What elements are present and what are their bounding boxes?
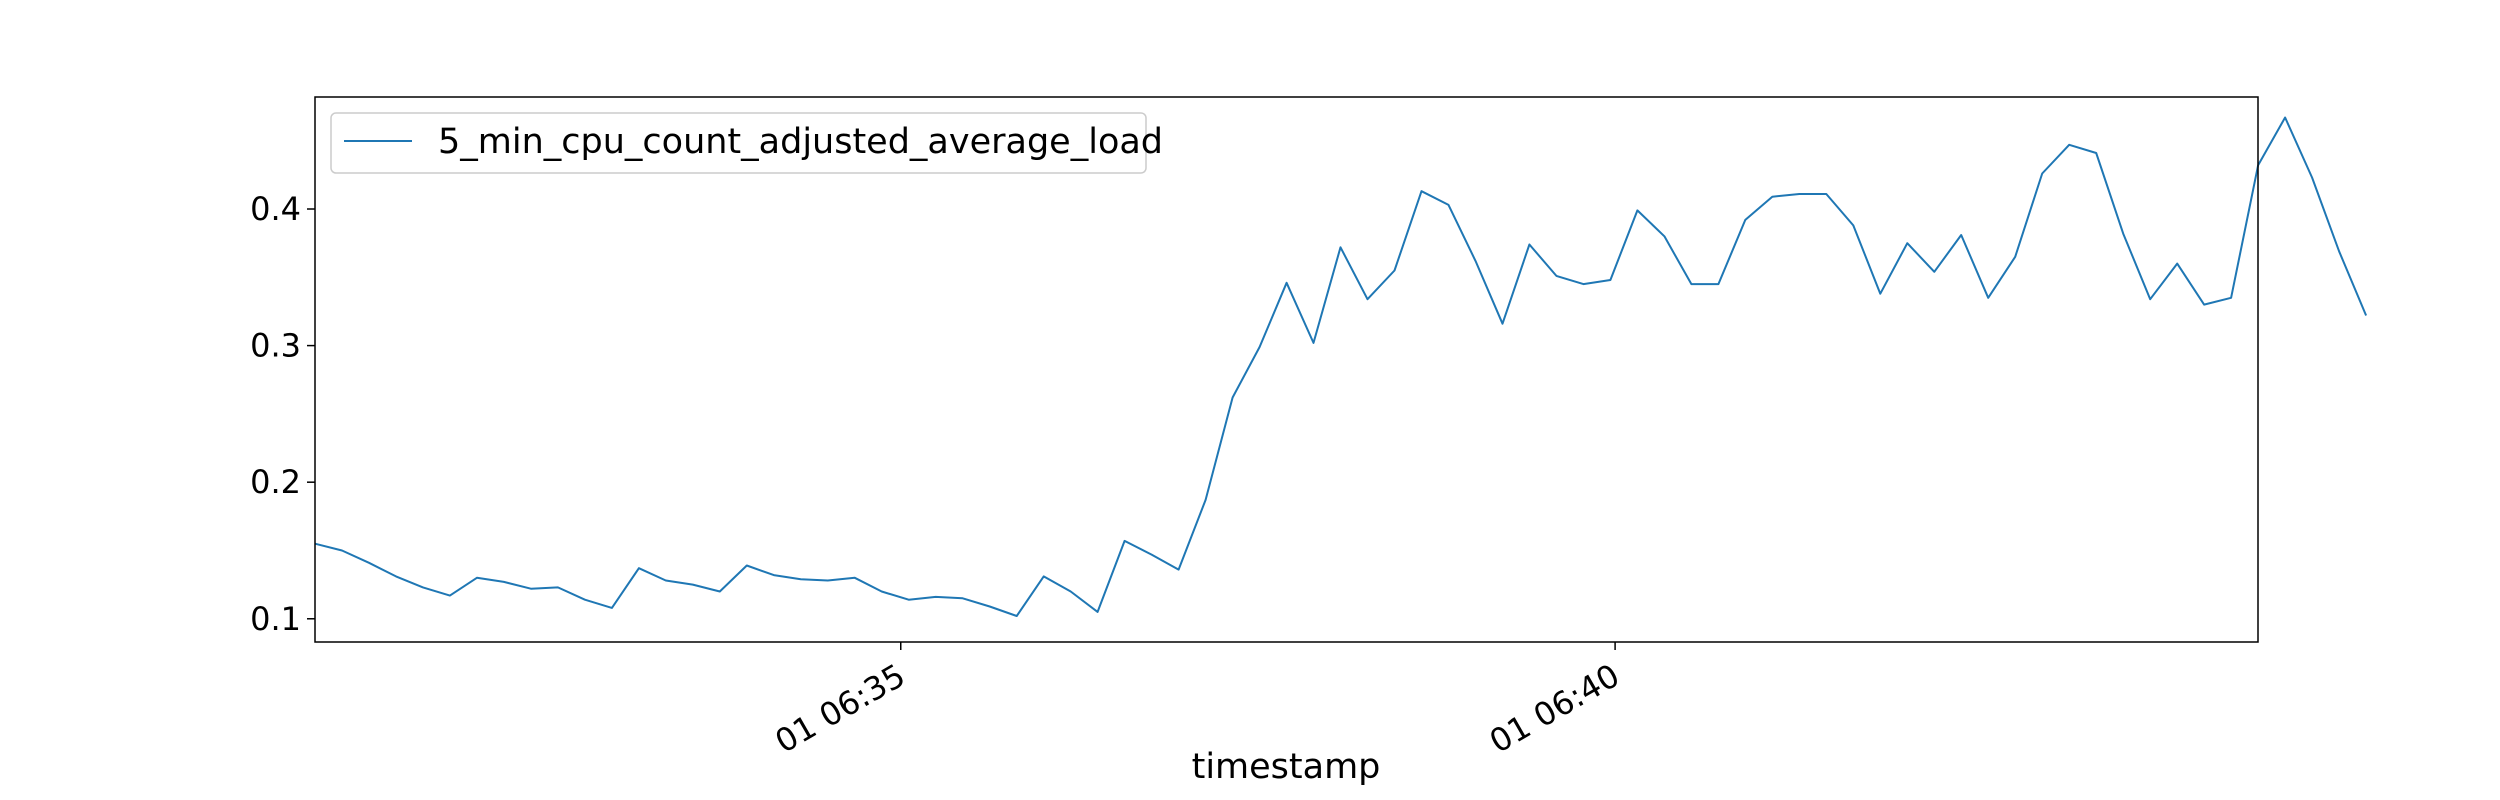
legend-frame bbox=[330, 112, 1147, 174]
plot-frame bbox=[314, 96, 2259, 643]
y-axis: 0.1 0.2 0.3 0.4 bbox=[250, 190, 315, 638]
legend-label: 5_min_cpu_count_adjusted_average_load bbox=[438, 122, 1163, 162]
y-tick-label: 0.3 bbox=[250, 327, 301, 365]
y-tick-label: 0.4 bbox=[250, 190, 301, 228]
x-axis-title: timestamp bbox=[1192, 747, 1381, 787]
series-line-0 bbox=[314, 116, 2368, 617]
series-layer bbox=[314, 116, 2368, 617]
legend: 5_min_cpu_count_adjusted_average_load bbox=[330, 112, 1163, 174]
x-tick-label: 01 06:40 bbox=[1483, 656, 1626, 760]
x-axis: 01 06:35 01 06:40 bbox=[769, 642, 1626, 761]
y-tick-label: 0.2 bbox=[250, 463, 301, 501]
x-tick-label: 01 06:35 bbox=[769, 656, 912, 760]
y-tick-label: 0.1 bbox=[250, 600, 301, 638]
